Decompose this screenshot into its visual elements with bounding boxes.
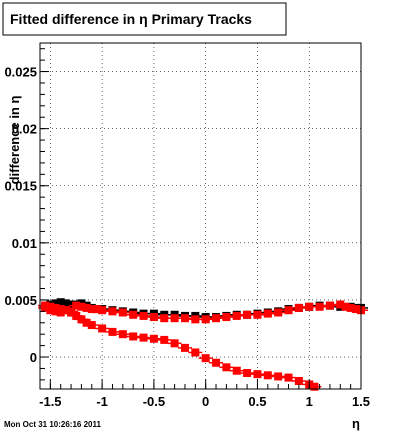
y-tick-label: 0 (30, 350, 37, 365)
x-tick-label: 1 (306, 394, 313, 409)
timestamp: Mon Oct 31 10:26:16 2011 (4, 420, 101, 429)
x-tick-labels: -1.5 -1 -0.5 0 0.5 1 1.5 (39, 394, 370, 409)
axis-ticks (39, 48, 362, 389)
series-3 (38, 301, 322, 391)
y-tick-label: 0.01 (12, 236, 37, 251)
grid (40, 43, 361, 389)
x-axis-label: η (352, 416, 360, 431)
y-tick-label: 0.015 (4, 179, 37, 194)
x-tick-label: -0.5 (143, 394, 165, 409)
x-tick-label: -1 (96, 394, 108, 409)
chart-title: Fitted difference in η Primary Tracks (10, 11, 252, 27)
y-tick-label: 0.025 (4, 65, 37, 80)
x-tick-label: -1.5 (39, 394, 61, 409)
series-layer (38, 298, 368, 391)
y-axis-label: difference in η (7, 96, 22, 185)
y-tick-label: 0.02 (12, 122, 37, 137)
x-tick-label: 0.5 (248, 394, 266, 409)
plot-frame (39, 42, 362, 390)
y-tick-labels: 0 0.005 0.01 0.015 0.02 0.025 (4, 65, 37, 365)
y-tick-label: 0.005 (4, 293, 37, 308)
x-tick-label: 1.5 (352, 394, 370, 409)
title-box (2, 2, 287, 36)
x-tick-label: 0 (202, 394, 209, 409)
